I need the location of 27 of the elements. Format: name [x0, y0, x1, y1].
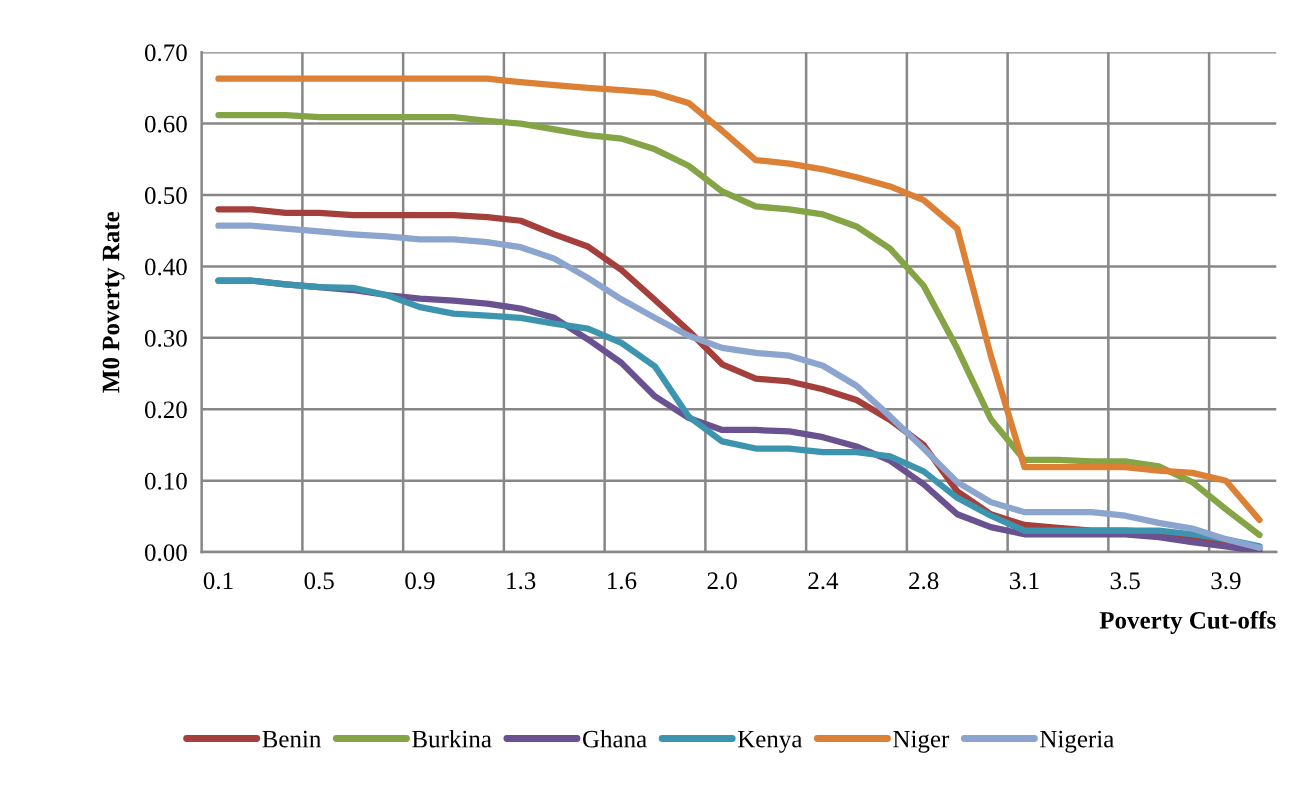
- x-tick-label: 3.9: [1211, 572, 1241, 590]
- y-tick-label: 0.00: [144, 544, 187, 562]
- legend-label: Burkina: [412, 729, 492, 748]
- x-tick-label: 0.9: [405, 572, 435, 590]
- x-tick-label: 3.5: [1110, 572, 1140, 590]
- y-tick-label: 0.60: [144, 115, 187, 133]
- x-tick-label: 2.8: [909, 572, 939, 590]
- x-tick-label: 0.1: [203, 572, 233, 590]
- x-tick-label: 2.4: [808, 572, 839, 590]
- legend-label: Niger: [893, 730, 950, 753]
- y-tick-label: 0.20: [144, 401, 187, 419]
- legend-label: Kenya: [737, 730, 803, 753]
- y-tick-label: 0.50: [144, 187, 187, 205]
- y-tick-label: 0.10: [144, 472, 187, 490]
- legend-label: Nigeria: [1040, 730, 1114, 753]
- y-tick-label: 0.30: [144, 329, 187, 347]
- y-tick-label: 0.70: [144, 44, 187, 62]
- x-tick-label: 2.0: [707, 572, 737, 590]
- x-axis-title: Poverty Cut-offs: [1099, 610, 1276, 634]
- x-tick-label: 1.3: [507, 572, 536, 590]
- legend-label: Ghana: [582, 729, 647, 748]
- y-tick-label: 0.40: [144, 258, 187, 276]
- legend-label: Benin: [262, 730, 322, 748]
- y-axis-title: M0 Poverty Rate: [102, 211, 125, 393]
- x-tick-label: 0.5: [304, 572, 334, 590]
- x-tick-label: 3.1: [1009, 572, 1039, 590]
- x-tick-label: 1.6: [608, 572, 637, 590]
